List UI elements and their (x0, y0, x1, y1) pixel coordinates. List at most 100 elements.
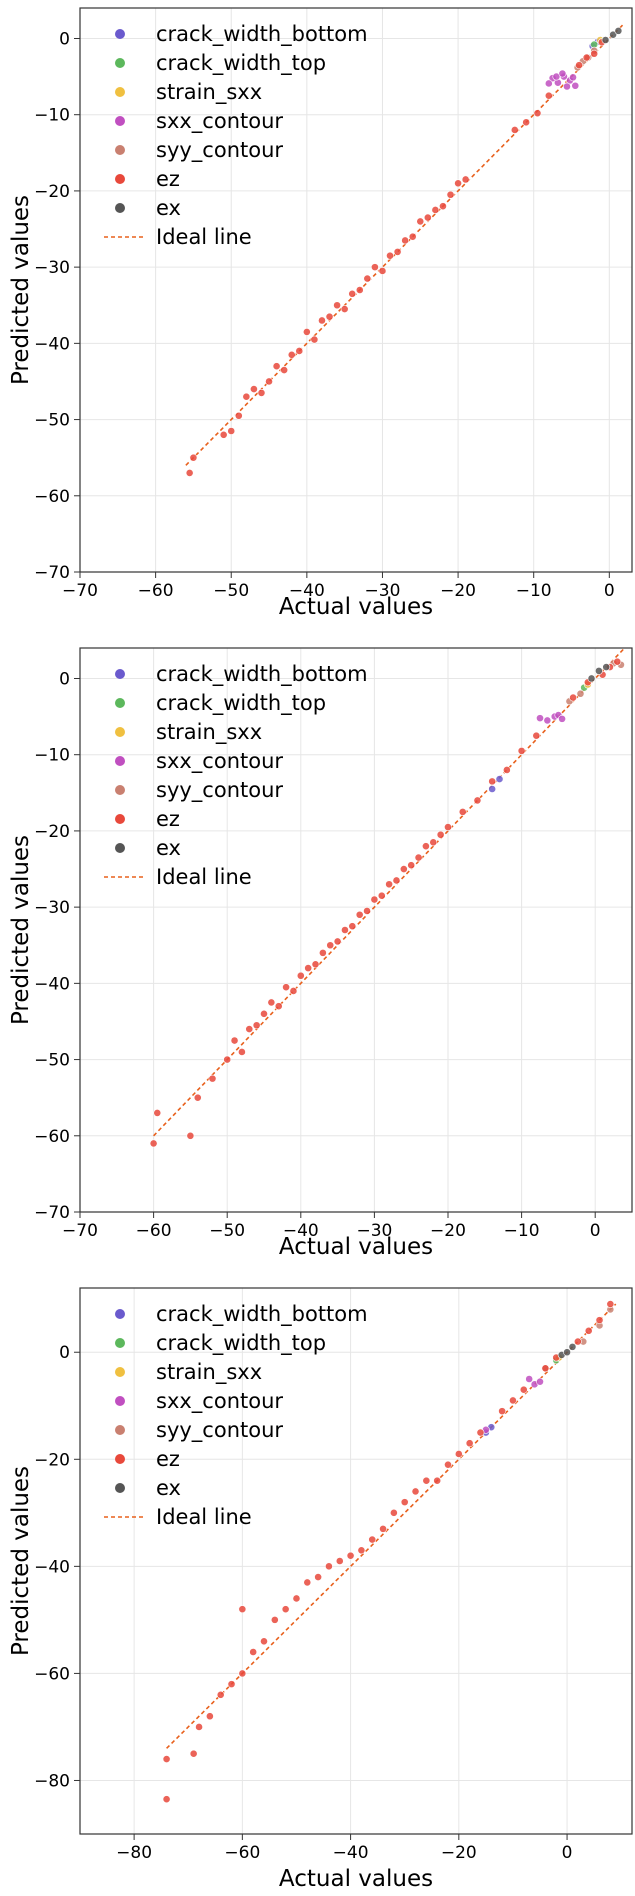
legend-marker (115, 756, 125, 766)
data-point (335, 1557, 344, 1565)
data-point (573, 1337, 582, 1346)
legend: crack_width_bottom crack_width_top strain_… (104, 22, 368, 249)
data-point (519, 1385, 528, 1394)
x-tick-label: −20 (430, 1221, 466, 1241)
y-tick-label: −50 (34, 411, 70, 431)
data-point (558, 69, 567, 78)
data-point (205, 1712, 214, 1721)
data-point (185, 469, 194, 477)
y-axis-label: Predicted values (8, 1466, 34, 1656)
data-point (522, 118, 531, 127)
data-point (379, 1524, 387, 1533)
y-tick-label: −40 (34, 974, 70, 994)
legend-marker (115, 843, 125, 853)
data-point (510, 126, 519, 134)
data-point (219, 430, 228, 439)
data-point (613, 657, 622, 666)
x-tick-label: −10 (504, 1221, 540, 1241)
data-point (348, 289, 357, 298)
data-point (575, 61, 583, 70)
legend-marker (115, 1338, 125, 1348)
x-tick-label: −70 (62, 581, 98, 601)
data-point (476, 1428, 485, 1437)
legend-marker (115, 145, 125, 155)
data-point (238, 1605, 247, 1614)
legend-label: crack_width_bottom (156, 1302, 368, 1327)
data-point (488, 777, 497, 786)
data-point (569, 693, 578, 702)
legend-label: crack_width_top (156, 1331, 326, 1356)
data-point (242, 392, 251, 401)
data-point (525, 1375, 534, 1383)
data-point (609, 30, 617, 39)
legend-label: syy_contour (156, 138, 283, 163)
series-sxx-contour (481, 1375, 544, 1434)
data-point (408, 232, 417, 241)
legend-marker (115, 29, 125, 39)
data-point (230, 1036, 239, 1045)
data-point (340, 305, 349, 313)
data-point (601, 36, 610, 44)
data-point (595, 1316, 604, 1325)
data-point (186, 1131, 195, 1140)
data-point (422, 1476, 431, 1485)
data-point (378, 267, 387, 275)
data-point (563, 1348, 571, 1357)
y-tick-label: −10 (34, 746, 70, 766)
data-point (502, 766, 511, 774)
data-point (495, 775, 504, 783)
legend-label: crack_width_bottom (156, 662, 368, 687)
data-point (444, 1460, 452, 1469)
data-point (348, 922, 357, 931)
data-point (325, 312, 334, 321)
data-point (267, 998, 276, 1007)
data-point (392, 876, 401, 885)
data-point (296, 971, 305, 980)
data-point (488, 785, 497, 793)
legend-marker (115, 174, 125, 184)
data-point (310, 335, 319, 344)
data-point (289, 987, 298, 995)
data-point (162, 1795, 171, 1804)
y-tick-label: 0 (59, 29, 70, 49)
data-point (280, 366, 289, 374)
data-point (303, 1578, 312, 1587)
data-point (385, 880, 394, 889)
data-point (295, 347, 304, 355)
legend-marker (115, 669, 125, 679)
y-tick-label: −40 (34, 334, 70, 354)
series-ex (587, 663, 611, 683)
data-point (411, 1487, 420, 1496)
legend-marker (115, 1396, 125, 1406)
data-point (265, 377, 273, 386)
legend-label: ez (156, 807, 180, 831)
data-point (446, 190, 455, 199)
x-tick-label: −60 (138, 581, 174, 601)
legend-label: ez (156, 1447, 180, 1471)
data-point (458, 807, 467, 816)
data-point (260, 1009, 268, 1018)
data-point (370, 895, 379, 904)
data-point (333, 301, 341, 310)
data-point (454, 179, 462, 188)
data-point (318, 948, 327, 957)
legend: crack_width_bottom crack_width_top strain_… (104, 662, 368, 889)
legend-marker (115, 814, 125, 824)
legend-marker (115, 1367, 125, 1377)
legend-label: strain_sxx (156, 1360, 262, 1385)
y-tick-label: −70 (34, 563, 70, 583)
data-point (333, 937, 342, 946)
y-axis-label: Predicted values (8, 835, 34, 1025)
x-axis-label: Actual values (279, 594, 433, 620)
data-point (473, 796, 482, 805)
data-point (407, 861, 416, 870)
data-point (584, 1326, 593, 1335)
data-point (444, 823, 452, 832)
legend-label: sxx_contour (156, 109, 283, 134)
data-point (436, 830, 445, 839)
data-point (252, 1021, 261, 1030)
data-point (274, 1002, 283, 1011)
legend-label: crack_width_top (156, 691, 326, 716)
y-tick-label: −70 (34, 1203, 70, 1223)
data-point (558, 714, 566, 723)
